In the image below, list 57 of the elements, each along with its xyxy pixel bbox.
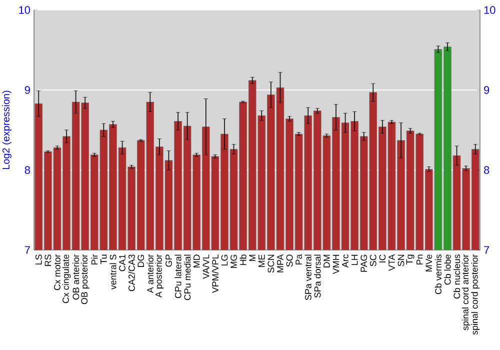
x-tick-label: SPa dorsal: [314, 254, 321, 298]
x-tick-label: RS: [44, 254, 52, 266]
x-tick-label: GP: [166, 254, 172, 267]
x-tick-label: LG: [221, 254, 228, 266]
x-tick-label: Cx cingulate: [62, 254, 71, 304]
x-tick-label: PAG: [360, 254, 368, 272]
y-tick-label: 10: [19, 6, 30, 14]
x-tick-label: ventral S: [110, 254, 116, 290]
x-tick-label: Pn: [416, 254, 423, 264]
y-tick-label: 9: [24, 86, 30, 94]
x-tick-label: Hb: [240, 254, 246, 265]
x-tick-label: spinal cord anterior: [462, 254, 470, 330]
y2-tick-label: 10: [484, 6, 496, 14]
x-tick-label: CA2/CA3: [128, 254, 135, 292]
x-tick-label: Cb nucleus: [453, 254, 460, 299]
x-tick-label: Cb vermis: [434, 254, 442, 294]
x-tick-label: VTA: [388, 254, 395, 271]
x-tick-label: Cx motor: [54, 254, 60, 290]
x-tick-label: MG: [230, 254, 237, 268]
x-tick-label: SPa ventral: [304, 254, 312, 300]
x-tick-label: Cb lobe: [444, 254, 451, 285]
x-tick-label: IC: [379, 254, 386, 262]
y2-tick-label: 7: [484, 246, 490, 254]
x-tick-label: CA1: [119, 254, 126, 272]
x-tick-label: SC: [370, 254, 376, 266]
y2-tick-label: 9: [484, 86, 490, 94]
x-tick-label: LH: [351, 254, 358, 265]
x-tick-label: CPu medial: [184, 254, 191, 300]
x-tick-label: VA/VL: [202, 254, 210, 279]
x-tick-label: MVe: [426, 254, 432, 272]
y2-tick-label: 8: [484, 166, 490, 174]
y-tick-label: 8: [24, 166, 30, 174]
x-tick-label: ME: [258, 254, 265, 267]
x-tick-label: DG: [138, 254, 144, 267]
x-tick-label: CPu lateral: [174, 254, 182, 298]
x-tick-label: OB posterior: [80, 254, 90, 304]
x-tick-label: spinal cord posterior: [471, 254, 480, 335]
y-axis-title: Log2 (expression): [2, 90, 12, 170]
x-tick-label: OB anterior: [72, 254, 80, 300]
x-tick-label: SCN: [268, 254, 274, 273]
x-tick-label: MD: [194, 254, 200, 268]
x-tick-label: Pa: [296, 254, 302, 264]
x-tick-label: A anterior: [146, 254, 154, 294]
x-tick-label: SN: [398, 254, 404, 266]
y-tick-label: 7: [24, 246, 30, 254]
x-tick-label: LS: [35, 254, 42, 264]
x-tick-label: Arc: [342, 254, 348, 268]
x-tick-label: M: [249, 254, 256, 261]
x-tick-label: VPM/VPL: [212, 254, 218, 294]
x-tick-label: MPA: [277, 254, 284, 272]
x-tick-label: Pir: [91, 254, 98, 264]
x-tick-label: A posterior: [155, 254, 164, 298]
x-tick-label: DM: [324, 254, 330, 268]
x-tick-label: Tg: [406, 254, 414, 264]
x-tick-label: Tu: [100, 254, 107, 264]
x-tick-label: SO: [286, 254, 293, 267]
x-tick-label: VMH: [332, 254, 340, 274]
